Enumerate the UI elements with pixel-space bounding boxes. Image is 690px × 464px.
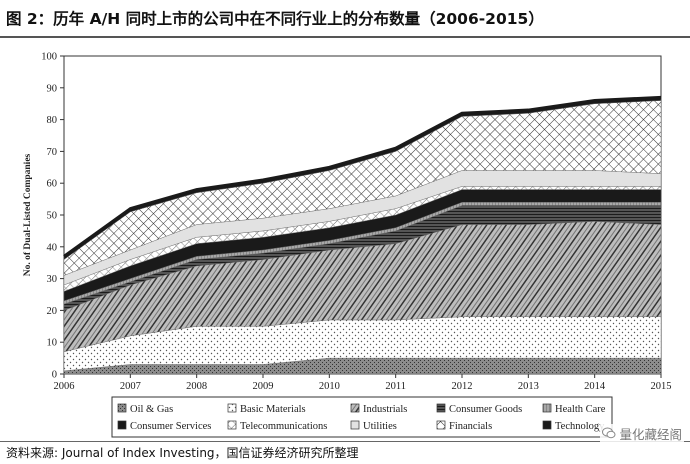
x-tick-label: 2008: [186, 381, 207, 392]
legend-swatch-technology: [542, 420, 552, 430]
legend-swatch-telecommunications: [227, 420, 237, 430]
legend-swatch-financials: [436, 420, 446, 430]
watermark-text: 量化藏经阁: [619, 426, 682, 442]
source-note: 资料来源: Journal of Index Investing，国信证券经济研…: [6, 446, 359, 460]
x-tick-label: 2015: [651, 381, 672, 392]
legend-label-industrials: Industrials: [363, 404, 407, 415]
legend-label-utilities: Utilities: [363, 421, 397, 432]
source-divider: [0, 441, 690, 442]
legend-swatch-utilities: [350, 420, 360, 430]
x-axis: 2006 2007 2008 2009 2010 2011 2012 2013 2014 2015: [54, 374, 672, 392]
x-tick-label: 2009: [253, 381, 274, 392]
legend-label-telecommunications: Telecommunications: [240, 421, 327, 432]
legend-label-technology: Technology: [555, 421, 605, 432]
legend-label-oil-gas: Oil & Gas: [130, 404, 173, 415]
x-tick-label: 2010: [319, 381, 340, 392]
legend-box: [111, 396, 613, 438]
title-divider: [0, 36, 690, 38]
legend-swatch-consumer-services: [117, 420, 127, 430]
y-tick-label: 30: [47, 274, 58, 285]
total-outline: [63, 95, 662, 258]
x-tick-label: 2014: [584, 381, 606, 392]
legend-swatch-industrials: [350, 403, 360, 413]
legend: Oil & Gas Basic Materials Industrials Consu…: [117, 403, 606, 432]
y-tick-label: 40: [47, 242, 58, 253]
x-tick-label: 2006: [54, 381, 75, 392]
legend-swatch-health-care: [542, 403, 552, 413]
legend-label-consumer-goods: Consumer Goods: [449, 404, 522, 415]
x-tick-label: 2013: [518, 381, 539, 392]
y-tick-label: 20: [47, 306, 58, 317]
legend-swatch-basic-materials: [227, 403, 237, 413]
x-tick-label: 2011: [385, 381, 406, 392]
legend-label-basic-materials: Basic Materials: [240, 404, 306, 415]
y-tick-label: 90: [47, 83, 58, 94]
y-tick-label: 70: [47, 147, 58, 158]
legend-swatch-oil-gas: [117, 403, 127, 413]
y-axis-label: No. of Dual-Listed Companies: [23, 153, 33, 276]
area-series: [63, 95, 662, 375]
y-tick-label: 80: [47, 115, 58, 126]
legend-label-consumer-services: Consumer Services: [130, 421, 211, 432]
y-tick-label: 60: [47, 179, 58, 190]
y-axis: 0 10 20 30 40 50 60 70 80 90 100: [41, 52, 64, 381]
watermark: 量化藏经阁: [600, 424, 684, 442]
page-title: 图 2：历年 A/H 同时上市的公司中在不同行业上的分布数量（2006-2015…: [6, 6, 686, 32]
y-tick-label: 100: [41, 52, 57, 63]
y-tick-label: 50: [47, 211, 58, 222]
y-tick-label: 0: [52, 370, 57, 381]
y-tick-label: 10: [47, 338, 58, 349]
wechat-icon: [602, 427, 616, 439]
x-tick-label: 2012: [452, 381, 473, 392]
legend-label-health-care: Health Care: [555, 404, 606, 415]
legend-swatch-consumer-goods: [436, 403, 446, 413]
x-tick-label: 2007: [120, 381, 141, 392]
legend-label-financials: Financials: [449, 421, 492, 432]
